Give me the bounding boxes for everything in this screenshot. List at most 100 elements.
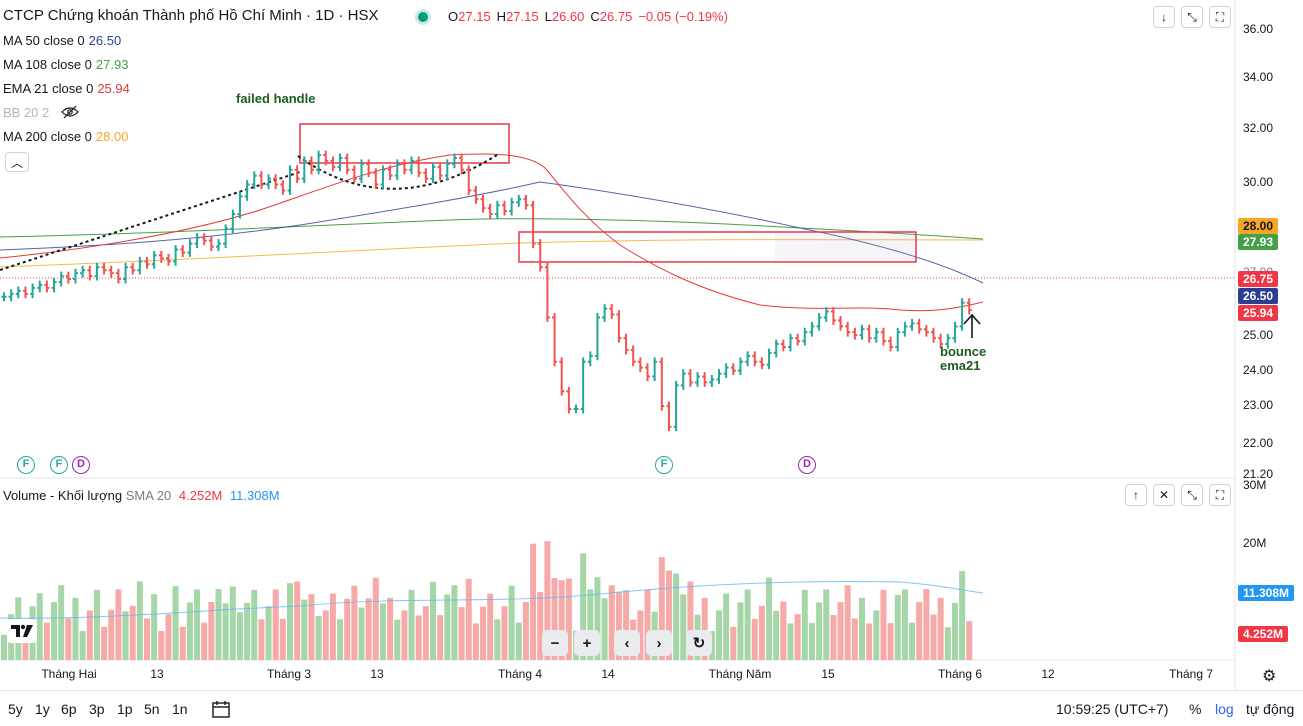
time-tick: Tháng Năm [708, 667, 772, 681]
ohlc-bar [573, 404, 579, 414]
volume-bar [379, 603, 386, 660]
event-financials[interactable]: F [17, 456, 35, 474]
log-toggle[interactable]: log [1215, 701, 1234, 717]
volume-legend[interactable]: Volume - Khối lượng SMA 20 4.252M 11.308… [3, 487, 280, 505]
badge-last-price: 26.75 [1238, 271, 1278, 287]
collapse-pane-button[interactable]: ⤡ [1181, 6, 1203, 28]
volume-bar [144, 618, 150, 660]
volume-bar [844, 585, 851, 660]
maximize-pane-button[interactable]: ⛶ [1209, 6, 1231, 28]
legend-ema21[interactable]: EMA 21 close 0 25.94 [3, 79, 130, 99]
legend-ma200[interactable]: MA 200 close 0 28.00 [3, 127, 128, 147]
volume-sma-line [0, 581, 984, 619]
ohlc-bar [730, 363, 736, 376]
move-down-button[interactable]: ↓ [1153, 6, 1175, 28]
tradingview-logo-icon[interactable] [7, 619, 37, 643]
ohlc-bar [938, 333, 944, 349]
volume-maximize-button[interactable]: ⛶ [1209, 484, 1231, 506]
price-bars [1, 150, 972, 432]
annotation-failed-handle[interactable]: failed handle [236, 91, 316, 106]
symbol-title[interactable]: CTCP Chứng khoán Thành phố Hồ Chí Minh ·… [3, 7, 379, 24]
time-tick: 13 [150, 667, 164, 681]
scroll-right-button[interactable]: › [646, 630, 672, 656]
zoom-in-button[interactable]: + [574, 630, 600, 656]
volume-bar [186, 602, 193, 660]
calendar-range-icon[interactable] [211, 699, 231, 719]
ohlc-bar [795, 333, 801, 346]
volume-collapse-button[interactable]: ⤡ [1181, 484, 1203, 506]
volume-close-button[interactable]: ✕ [1153, 484, 1175, 506]
annotation-bounce[interactable]: bounce [940, 344, 987, 359]
timeframe-5y[interactable]: 5y [8, 701, 23, 717]
ohlc-bar [480, 194, 486, 213]
ohlc-bar [494, 200, 500, 219]
event-financials[interactable]: F [655, 456, 673, 474]
legend-ma50[interactable]: MA 50 close 0 26.50 [3, 31, 121, 51]
legend-bb[interactable]: BB 20 2 [3, 103, 79, 123]
ohlc-bar [187, 239, 193, 257]
cup-curve [297, 154, 498, 190]
timeframe-6p[interactable]: 6p [61, 701, 77, 717]
scroll-left-button[interactable]: ‹ [614, 630, 640, 656]
gear-icon[interactable]: ⚙ [1262, 668, 1277, 685]
collapse-legend-button[interactable]: ︿ [5, 152, 29, 172]
event-financials[interactable]: F [50, 456, 68, 474]
legend-value: 27.93 [95, 57, 129, 72]
ohlc-bar [30, 283, 36, 299]
ohlc-bar [73, 268, 78, 284]
auto-scale-toggle[interactable]: tự động [1246, 701, 1295, 717]
timeframe-1y[interactable]: 1y [35, 701, 50, 717]
ohlc-bar [80, 265, 86, 278]
ohlc-bar [952, 321, 958, 343]
ohlc-bar [966, 298, 972, 315]
event-dividend[interactable]: D [798, 456, 816, 474]
chevron-up-icon: ︿ [10, 155, 23, 170]
ohlc-bar [359, 159, 364, 184]
clock[interactable]: 10:59:25 (UTC+7) [1056, 701, 1169, 717]
ohlc-bar [630, 345, 636, 367]
timeframe-1p[interactable]: 1p [117, 701, 133, 717]
volume-bar [115, 589, 122, 660]
ohlc-bar [230, 209, 236, 234]
volume-bar [601, 598, 608, 660]
zoom-out-button[interactable]: − [542, 630, 568, 656]
volume-bar [923, 589, 930, 660]
ohlc-bar [559, 357, 565, 396]
timeframe-1n[interactable]: 1n [172, 701, 188, 717]
ohlc-bar [130, 262, 136, 275]
volume-bar [673, 573, 680, 660]
legend-value: 26.50 [88, 33, 122, 48]
time-tick: 12 [1041, 667, 1055, 681]
ohlc-bar [51, 277, 57, 293]
event-dividend[interactable]: D [72, 456, 90, 474]
volume-bar [909, 622, 916, 660]
ohlc-bar [702, 372, 708, 387]
volume-bar [494, 619, 501, 660]
ohlc-bar [909, 318, 915, 331]
ohlc-bar [838, 315, 844, 331]
volume-bar [687, 581, 694, 660]
volume-bar [458, 607, 465, 660]
annotation-ema21[interactable]: ema21 [940, 358, 981, 373]
legend-label: BB 20 2 [3, 105, 50, 120]
ohlc-bar [394, 159, 400, 181]
ohlc-bar [58, 271, 64, 287]
percent-toggle[interactable]: % [1189, 701, 1202, 717]
legend-ma108[interactable]: MA 108 close 0 27.93 [3, 55, 128, 75]
ohlc-bar [208, 236, 214, 251]
timeframe-5n[interactable]: 5n [144, 701, 160, 717]
timeframe-3p[interactable]: 3p [89, 701, 105, 717]
ohlc-bar [759, 357, 765, 370]
ohlc-open: 27.15 [458, 9, 491, 24]
volume-bar [816, 602, 823, 660]
reset-chart-button[interactable]: ↻ [686, 630, 712, 656]
volume-bar [508, 585, 515, 660]
volume-bar [244, 602, 251, 660]
ohlc-bar [873, 327, 879, 343]
volume-bar [830, 615, 837, 660]
volume-move-up-button[interactable]: ↑ [1125, 484, 1147, 506]
eye-off-icon[interactable] [61, 105, 79, 119]
ohlc-bar [666, 401, 672, 432]
minus-icon: − [550, 634, 560, 652]
